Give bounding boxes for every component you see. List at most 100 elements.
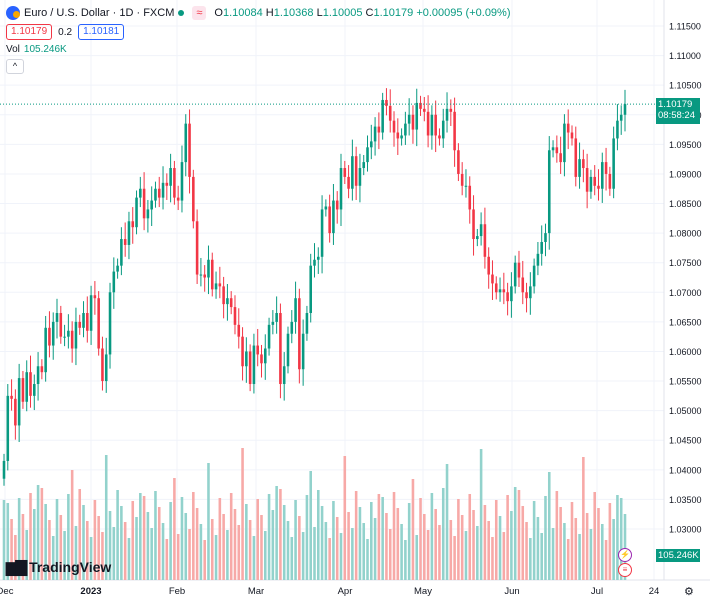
candle-body — [17, 378, 21, 426]
candle-body — [104, 354, 108, 382]
volume-bar — [29, 493, 32, 580]
volume-bar — [328, 538, 331, 580]
candle-body — [93, 295, 97, 299]
volume-bar — [260, 515, 263, 580]
candle-body — [616, 120, 619, 139]
candle-body — [373, 126, 377, 142]
symbol-title[interactable]: Euro / U.S. Dollar · 1D · FXCM — [24, 7, 175, 19]
candle-body — [157, 188, 161, 198]
candle-body — [347, 176, 350, 189]
candle-body — [256, 345, 259, 355]
candle-body — [48, 327, 51, 346]
volume-bar — [82, 505, 85, 580]
candle-body — [316, 256, 320, 260]
candle-body — [392, 120, 396, 133]
candle-body — [207, 259, 210, 278]
sell-button[interactable]: 1.10179 — [6, 24, 53, 40]
volume-bar — [203, 540, 206, 580]
volume-bar — [40, 488, 44, 580]
candle-body — [279, 313, 282, 385]
candle-body — [502, 289, 506, 293]
candle-body — [25, 372, 29, 402]
candle-body — [559, 153, 562, 163]
y-tick-label: 1.09000 — [669, 169, 702, 179]
candle-body — [457, 150, 460, 174]
volume-bar — [604, 540, 608, 580]
volume-bar — [589, 529, 593, 580]
candle-body — [101, 348, 104, 382]
volume-bar — [214, 535, 218, 580]
candle-body — [309, 265, 313, 314]
candle-body — [366, 147, 369, 163]
candle-body — [339, 168, 343, 210]
candle-body — [263, 348, 267, 364]
volume-bar — [430, 493, 434, 580]
volume-bar — [555, 491, 559, 580]
candle-body — [328, 206, 331, 234]
x-tick-label: Feb — [169, 586, 185, 597]
volume-bar — [487, 521, 490, 580]
volume-bar — [517, 490, 521, 580]
volume-bar — [199, 524, 203, 580]
candle-body — [226, 298, 229, 305]
volume-bar — [441, 488, 445, 580]
candle-body — [313, 259, 316, 266]
candle-body — [498, 289, 502, 293]
volume-bar — [521, 506, 525, 580]
y-tick-label: 1.05000 — [669, 406, 702, 416]
volume-bar — [180, 497, 184, 580]
buy-button[interactable]: 1.10181 — [78, 24, 125, 40]
volume-bar — [563, 523, 566, 580]
volume-bar — [305, 495, 309, 580]
candle-body — [10, 395, 13, 399]
volume-bar — [347, 512, 350, 580]
tradingview-logo[interactable]: ▆▇ TradingView — [6, 558, 111, 576]
y-tick-label: 1.10500 — [669, 81, 702, 91]
volume-bar — [309, 471, 313, 580]
candle-body — [362, 162, 366, 169]
volume-bar — [585, 513, 589, 580]
candle-body — [176, 197, 180, 201]
candle-body — [483, 224, 487, 257]
volume-bar — [498, 516, 502, 580]
y-tick-label: 1.04000 — [669, 465, 702, 475]
volume-bar — [59, 515, 63, 580]
volume-bar — [415, 535, 419, 580]
candle-body — [116, 265, 119, 272]
volume-bar — [192, 492, 195, 580]
candle-body — [589, 176, 593, 192]
volume-bar — [74, 526, 78, 580]
candle-body — [449, 108, 453, 112]
gear-icon[interactable]: ⚙ — [684, 586, 694, 598]
us-flag-icon[interactable]: ≡ — [618, 563, 632, 577]
candle-body — [468, 185, 472, 210]
candle-body — [407, 114, 411, 124]
volume-bar — [101, 532, 104, 580]
candle-body — [536, 253, 540, 266]
volume-bar — [513, 487, 517, 580]
lightning-icon[interactable]: ⚡ — [618, 548, 632, 562]
candle-body — [377, 126, 381, 133]
candle-body — [184, 123, 188, 163]
volume-bar — [612, 519, 615, 580]
candle-body — [385, 99, 388, 106]
volume-bar — [286, 521, 290, 580]
candle-body — [195, 221, 199, 275]
candle-body — [476, 236, 479, 240]
logo-text: TradingView — [29, 559, 112, 575]
volume-bar — [506, 495, 509, 580]
candle-body — [343, 168, 347, 177]
volume-bar — [263, 531, 267, 580]
candle-body — [513, 262, 517, 287]
candle-body — [430, 114, 434, 136]
candle-body — [298, 298, 301, 370]
volume-bar — [532, 501, 536, 580]
collapse-legend-button[interactable]: ^ — [6, 59, 24, 74]
candle-body — [396, 132, 400, 139]
compare-button[interactable]: ≈ — [192, 6, 207, 20]
candle-body — [555, 147, 559, 154]
candle-body — [237, 324, 241, 337]
volume-bar — [89, 537, 93, 580]
candle-body — [108, 292, 112, 355]
